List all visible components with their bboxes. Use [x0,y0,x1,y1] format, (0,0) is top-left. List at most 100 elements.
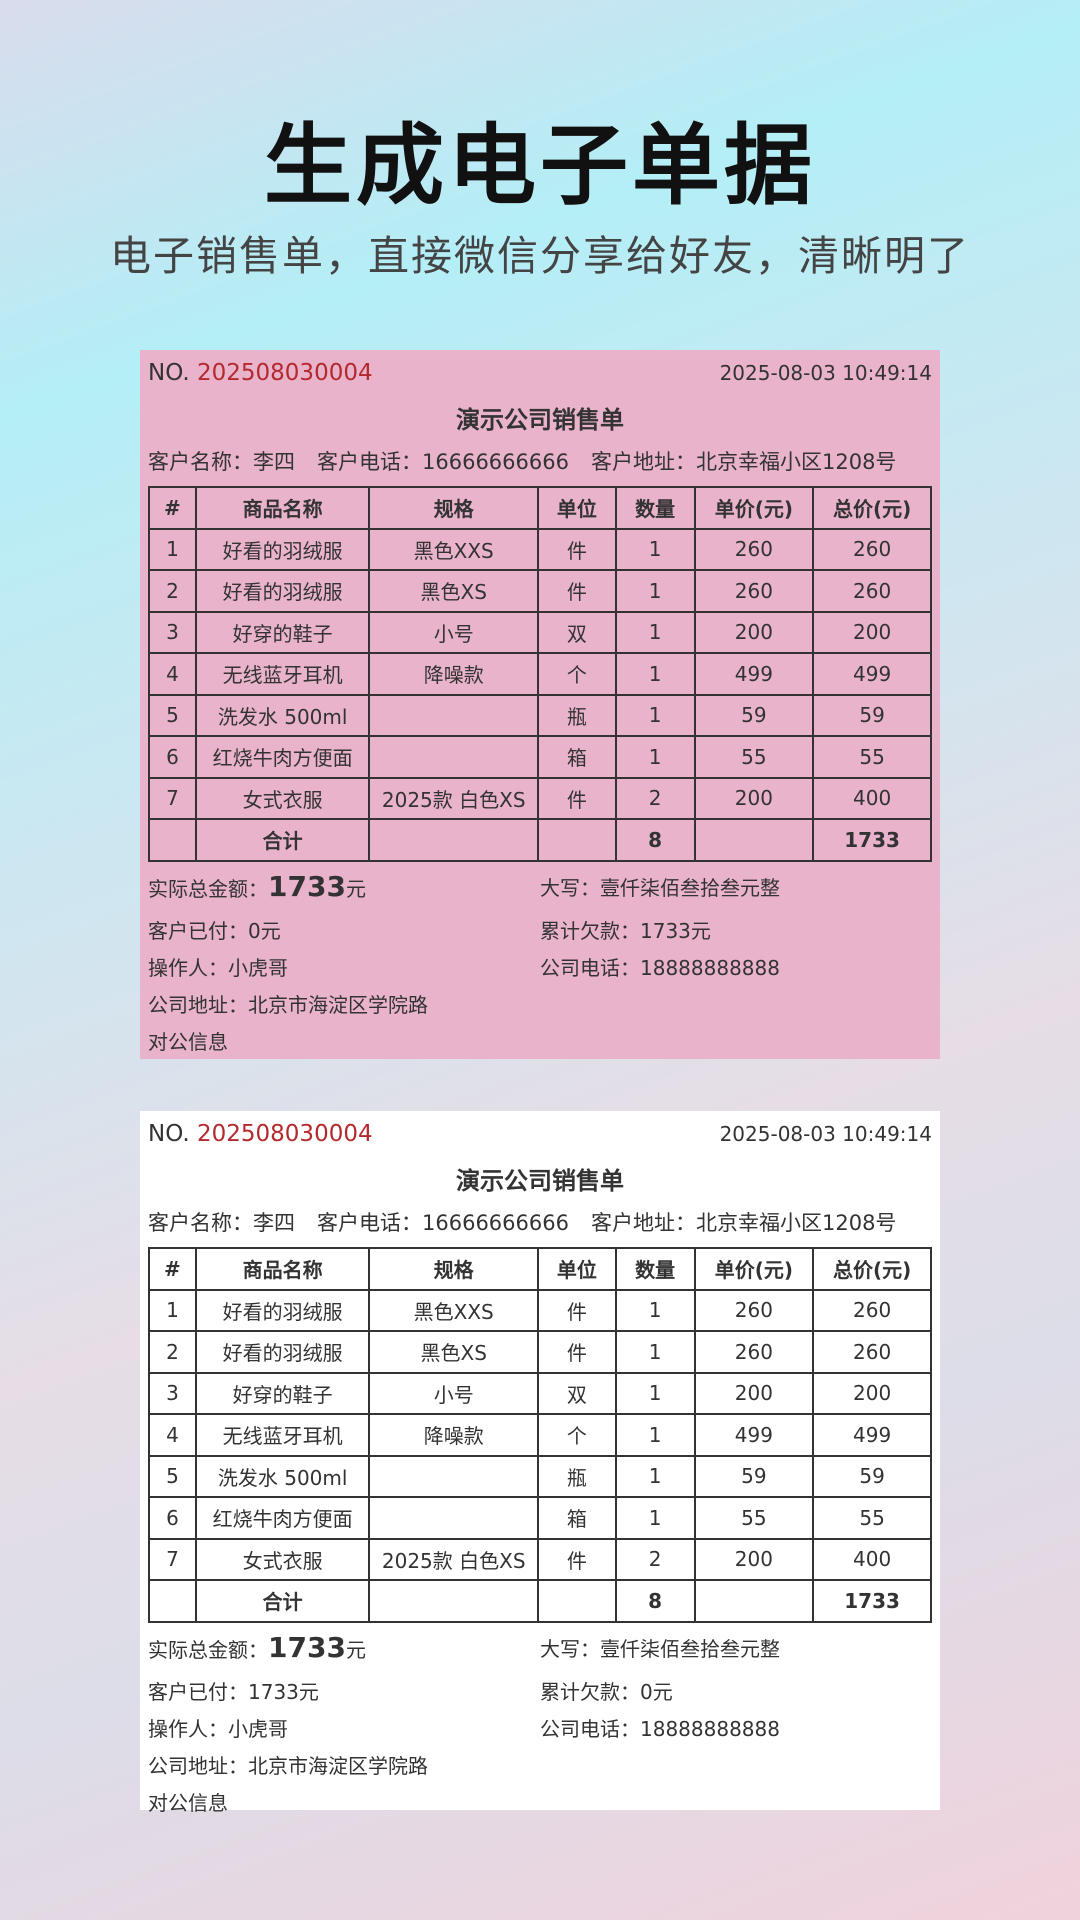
table-cell: 好看的羽绒服 [194,569,371,613]
table-row: 7 女式衣服 2025款 白色XS 件 2 200 400 [148,1537,932,1581]
table-cell: 5 [148,693,197,737]
table-cell: 件 [536,1330,617,1374]
table-cell: 瓶 [536,1454,617,1498]
column-header: 数量 [614,486,696,530]
table-cell: 1 [614,1371,696,1415]
accumulated-debt: 累计欠款：1733元 [540,919,711,943]
order-number: NO. 202508030004 [148,360,373,386]
table-row: 1 好看的羽绒服 黑色XXS 件 1 260 260 [148,527,932,571]
table-cell: 洗发水 500ml [194,1454,371,1498]
table-cell: 260 [812,1330,932,1374]
column-header: 总价(元) [812,486,932,530]
total-cell: 合计 [194,818,371,862]
actual-total: 实际总金额：1733元 [148,870,366,903]
column-header: 单位 [536,1247,617,1291]
total-cell: 1733 [812,1579,932,1623]
table-cell: 好看的羽绒服 [194,1330,371,1374]
total-cell [368,818,539,862]
table-cell: 1 [614,527,696,571]
table-header: # 商品名称 规格 单位 数量 单价(元) 总价(元) [148,1247,932,1291]
table-row: 5 洗发水 500ml 瓶 1 59 59 [148,1454,932,1498]
operator: 操作人：小虎哥 [148,1717,288,1741]
column-header: 总价(元) [812,1247,932,1291]
actual-total-value: 1733 [268,1631,346,1664]
order-no-value: 202508030004 [197,360,373,386]
table-cell: 200 [812,610,932,654]
table-cell: 200 [693,1371,815,1415]
customer-field: 客户地址：北京幸福小区1208号 [590,1211,897,1235]
table-cell: 件 [536,569,617,613]
table-row: 3 好穿的鞋子 小号双 1 200 200 [148,610,932,654]
hero-title: 生成电子单据 [263,114,816,217]
table-cell: 55 [812,1496,932,1540]
table-cell: 1 [614,1288,696,1332]
table-cell: 2 [148,569,197,613]
table-cell: 小号 [368,610,539,654]
actual-total-value: 1733 [268,870,346,903]
operator: 操作人：小虎哥 [148,956,288,980]
table-cell: 260 [812,569,932,613]
column-header: 单价(元) [693,1247,815,1291]
table-cell: 5 [148,1454,197,1498]
table-row: 5 洗发水 500ml 瓶 1 59 59 [148,693,932,737]
customer-field: 客户名称：李四 [148,1211,295,1235]
table-cell: 女式衣服 [194,776,371,820]
actual-total: 实际总金额：1733元 [148,1631,366,1664]
table-cell: 2 [148,1330,197,1374]
table-cell: 瓶 [536,693,617,737]
column-header: 商品名称 [194,486,371,530]
table-cell: 黑色XS [368,1330,539,1374]
table-cell: 好看的羽绒服 [194,1288,371,1332]
table-cell: 499 [812,1413,932,1457]
accumulated-debt: 累计欠款：0元 [540,1680,673,1704]
customer-field: 客户地址：北京幸福小区1208号 [590,450,897,474]
table-cell: 499 [812,652,932,696]
order-no-value: 202508030004 [197,1121,373,1147]
table-cell: 箱 [536,735,617,779]
table-cell: 3 [148,610,197,654]
table-cell: 个 [536,1413,617,1457]
table-cell: 小号 [368,1371,539,1415]
total-cell [536,818,617,862]
table-cell: 260 [812,1288,932,1332]
table-cell: 200 [693,776,815,820]
table-row: 4 无线蓝牙耳机 降噪款个 1 499 499 [148,1413,932,1457]
table-cell: 件 [536,1537,617,1581]
receipt-title: 演示公司销售单 [456,406,624,434]
table-cell: 4 [148,1413,197,1457]
items-table: # 商品名称 规格 单位 数量 单价(元) 总价(元) 1 好看的羽绒服 黑色XXS 件 1 260 26… [148,1247,932,1623]
table-row: 7 女式衣服 2025款 白色XS 件 2 200 400 [148,776,932,820]
table-cell: 1 [614,1496,696,1540]
table-row: 2 好看的羽绒服 黑色XS 件 1 260 260 [148,1330,932,1374]
total-cell: 合计 [194,1579,371,1623]
table-cell: 260 [812,527,932,571]
table-cell: 箱 [536,1496,617,1540]
table-cell: 6 [148,1496,197,1540]
table-cell: 55 [812,735,932,779]
total-cell [148,818,197,862]
table-cell: 6 [148,735,197,779]
table-cell: 4 [148,652,197,696]
customer-field: 客户名称：李四 [148,450,295,474]
total-cell [693,818,815,862]
total-cell: 8 [614,1579,696,1623]
table-cell: 黑色XXS [368,527,539,571]
table-cell: 200 [693,1537,815,1581]
sales-receipt: NO. 202508030004 2025-08-03 10:49:14 演示公司… [140,1111,940,1815]
amount-in-words: 大写：壹仟柒佰叁拾叁元整 [540,876,780,900]
amount-in-words: 大写：壹仟柒佰叁拾叁元整 [540,1637,780,1661]
table-cell: 3 [148,1371,197,1415]
order-number: NO. 202508030004 [148,1121,373,1147]
table-header: # 商品名称 规格 单位 数量 单价(元) 总价(元) [148,486,932,530]
table-cell: 7 [148,1537,197,1581]
hero-subtitle: 电子销售单，直接微信分享给好友，清晰明了 [110,232,970,280]
order-time: 2025-08-03 10:49:14 [719,1122,932,1146]
table-cell: 双 [536,610,617,654]
table-cell: 1 [614,1413,696,1457]
company-address: 公司地址：北京市海淀区学院路 [148,993,428,1017]
table-row: 6 红烧牛肉方便面箱 1 55 55 [148,735,932,779]
order-no-label: NO. [148,360,190,386]
table-cell: 降噪款 [368,652,539,696]
table-row: 2 好看的羽绒服 黑色XS 件 1 260 260 [148,569,932,613]
table-cell: 1 [614,693,696,737]
